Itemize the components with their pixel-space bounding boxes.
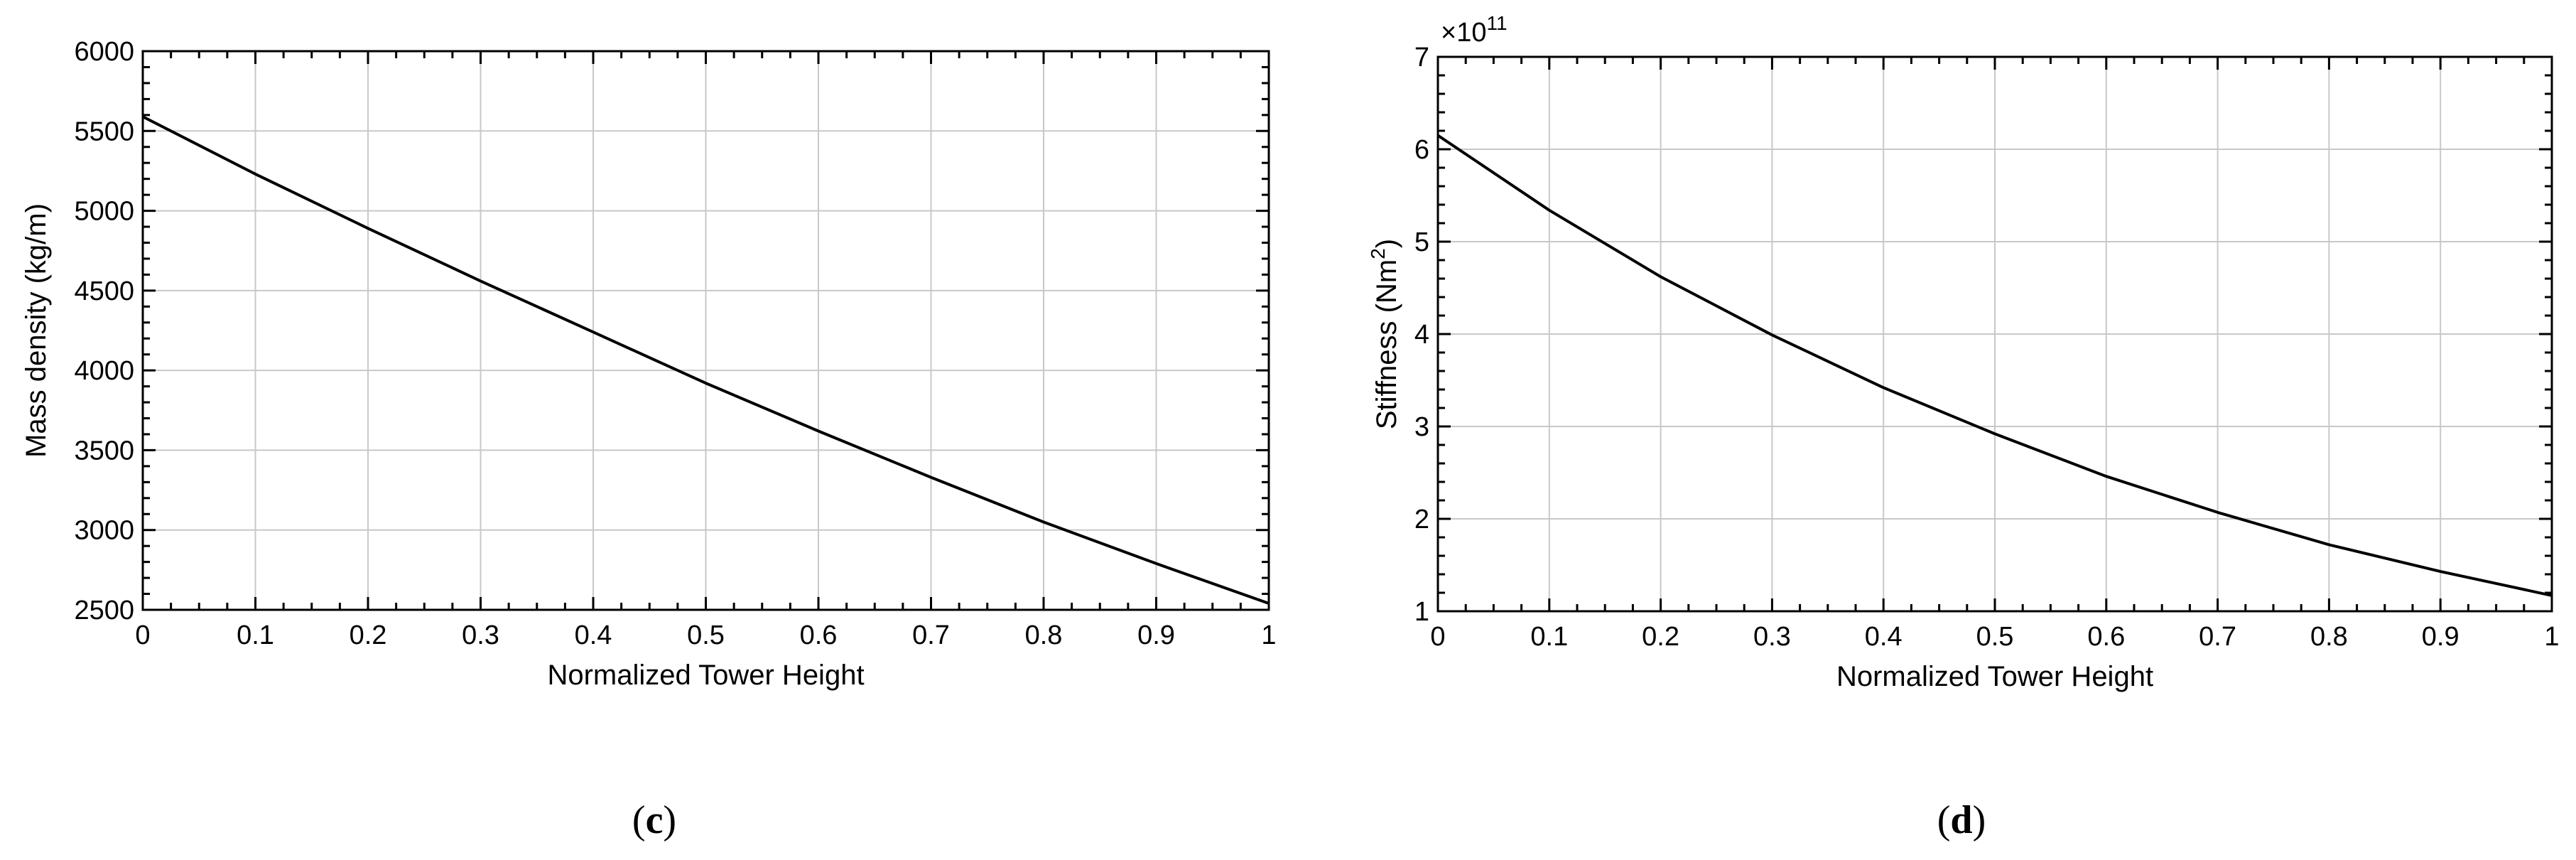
y-axis-label: Mass density (kg/m) bbox=[21, 203, 52, 458]
y-tick-label: 2 bbox=[1414, 505, 1429, 534]
y-tick-label: 6000 bbox=[74, 37, 134, 67]
y-tick-label: 4000 bbox=[74, 356, 134, 386]
x-tick-label: 0.4 bbox=[575, 620, 612, 650]
x-tick-label: 1 bbox=[1261, 620, 1276, 650]
x-tick-label: 0.7 bbox=[2199, 622, 2236, 652]
x-tick-label: 0.9 bbox=[1137, 620, 1175, 650]
y-tick-label: 7 bbox=[1414, 43, 1429, 72]
chart-d: 0 0.1 0.2 0.3 0.4 0.5 0.6 0.7 0.8 0.9 11234567Norm… bbox=[1367, 12, 2560, 842]
x-tick-label: 0.5 bbox=[1976, 622, 2014, 652]
y-tick-label: 6 bbox=[1414, 135, 1429, 165]
y-axis-label: Stiffness (Nm2) bbox=[1367, 239, 1402, 429]
series-line bbox=[1436, 134, 2553, 597]
x-tick-label: 0.2 bbox=[1642, 622, 1679, 652]
axis-multiplier-base: ×10 bbox=[1441, 18, 1486, 48]
x-tick-label: 0 bbox=[135, 620, 150, 650]
x-axis-label: Normalized Tower Height bbox=[1836, 661, 2153, 692]
x-axis-label: Normalized Tower Height bbox=[547, 660, 864, 691]
y-tick-label: 5 bbox=[1414, 227, 1429, 257]
panel-label-open: ( bbox=[1937, 798, 1951, 842]
y-tick-label: 4500 bbox=[74, 276, 134, 306]
chart-c: 0 0.1 0.2 0.3 0.4 0.5 0.6 0.7 0.8 0.9 1 2500 3000 350… bbox=[21, 37, 1277, 842]
panel-label: (c) bbox=[632, 798, 676, 842]
panel-label-letter: d bbox=[1950, 798, 1972, 842]
series-line bbox=[142, 115, 1270, 605]
y-tick-label: 1 bbox=[1414, 597, 1429, 627]
y-axis-label-text: Stiffness (Nm bbox=[1371, 259, 1402, 429]
x-tick-label: 0 bbox=[1430, 622, 1445, 652]
panel-label: (d) bbox=[1937, 798, 1986, 842]
x-tick-label: 0.1 bbox=[1530, 622, 1568, 652]
y-tick-label: 5500 bbox=[74, 117, 134, 146]
x-tick-label: 1 bbox=[2544, 622, 2559, 652]
y-tick-label: 3000 bbox=[74, 516, 134, 546]
axis-multiplier: ×1011 bbox=[1441, 12, 1508, 48]
y-tick-label: 3 bbox=[1414, 412, 1429, 442]
x-tick-label: 0.1 bbox=[237, 620, 274, 650]
y-axis-label-superscript: 2 bbox=[1367, 248, 1389, 259]
y-axis-label-end: ) bbox=[1371, 239, 1402, 248]
x-tick-label: 0.2 bbox=[350, 620, 387, 650]
x-tick-label: 0.8 bbox=[2310, 622, 2348, 652]
y-tick-label: 5000 bbox=[74, 197, 134, 227]
panel-label-letter: c bbox=[646, 798, 664, 842]
panel-label-close: ) bbox=[1973, 798, 1986, 842]
x-tick-label: 0.8 bbox=[1025, 620, 1063, 650]
panel-label-open: ( bbox=[632, 798, 646, 842]
x-tick-label: 0.6 bbox=[800, 620, 838, 650]
x-tick-label: 0.4 bbox=[1865, 622, 1903, 652]
axis-multiplier-exponent: 11 bbox=[1486, 12, 1507, 34]
y-tick-label: 2500 bbox=[74, 596, 134, 625]
x-tick-label: 0.7 bbox=[912, 620, 950, 650]
x-tick-label: 0.3 bbox=[1753, 622, 1791, 652]
x-tick-label: 0.6 bbox=[2087, 622, 2125, 652]
y-tick-label: 4 bbox=[1414, 320, 1429, 350]
x-tick-label: 0.3 bbox=[462, 620, 499, 650]
y-tick-label: 3500 bbox=[74, 436, 134, 466]
x-tick-label: 0.9 bbox=[2422, 622, 2459, 652]
x-tick-label: 0.5 bbox=[687, 620, 725, 650]
panel-label-close: ) bbox=[663, 798, 676, 842]
